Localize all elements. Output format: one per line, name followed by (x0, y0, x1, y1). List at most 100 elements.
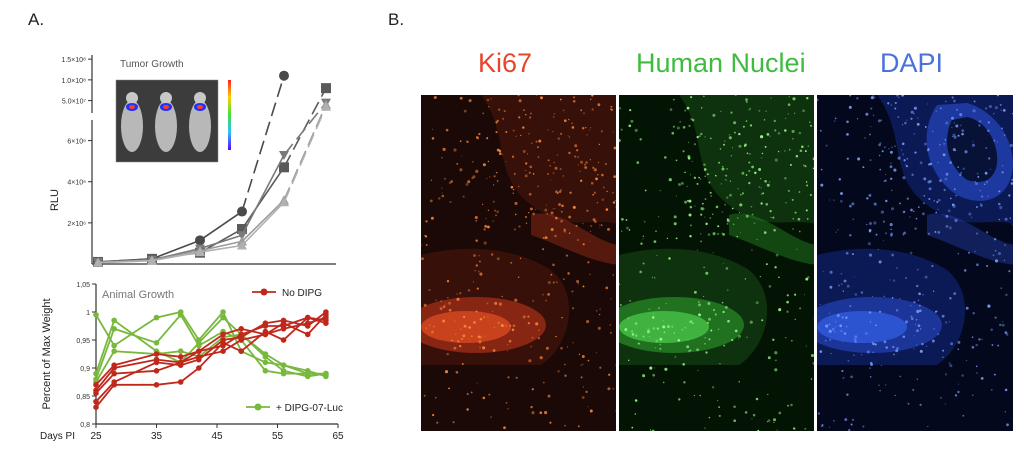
nucleus-dot (702, 202, 704, 205)
nucleus-dot (503, 426, 506, 430)
nucleus-dot (852, 253, 854, 256)
nucleus-dot (424, 326, 428, 330)
nucleus-dot (997, 252, 1002, 256)
no-dipg-series-point (111, 379, 117, 385)
nucleus-dot (563, 229, 567, 233)
nucleus-dot (797, 217, 801, 221)
nucleus-dot (869, 376, 872, 378)
nucleus-dot (707, 233, 711, 236)
nucleus-dot (937, 161, 939, 164)
nucleus-dot (914, 151, 917, 154)
nucleus-dot (1009, 143, 1013, 148)
nucleus-dot (928, 198, 931, 200)
nucleus-dot (924, 142, 927, 146)
nucleus-dot (452, 421, 455, 424)
nucleus-dot (751, 418, 753, 420)
dipg-series-point (280, 368, 287, 374)
nucleus-dot (631, 426, 634, 429)
nucleus-dot (598, 313, 601, 316)
nucleus-dot (765, 110, 767, 112)
nucleus-dot (687, 339, 689, 341)
nucleus-dot (999, 103, 1002, 106)
nucleus-dot (577, 156, 580, 159)
nucleus-dot (836, 313, 840, 318)
nucleus-dot (955, 124, 959, 128)
nucleus-dot (864, 137, 866, 139)
nucleus-dot (583, 112, 585, 114)
nucleus-dot (511, 328, 515, 332)
nucleus-dot (856, 118, 859, 120)
nucleus-dot (1001, 165, 1004, 167)
nucleus-dot (927, 232, 931, 235)
nucleus-dot (812, 167, 814, 170)
nucleus-dot (577, 164, 579, 166)
nucleus-dot (915, 319, 918, 321)
nucleus-dot (686, 185, 688, 187)
nucleus-dot (987, 304, 991, 308)
nucleus-dot (891, 189, 893, 192)
nucleus-dot (621, 218, 624, 221)
nucleus-dot (944, 373, 948, 376)
nucleus-dot (689, 205, 693, 209)
nucleus-dot (495, 131, 498, 134)
nucleus-dot (773, 119, 777, 123)
nucleus-dot (890, 228, 892, 231)
nucleus-dot (880, 210, 884, 214)
nucleus-dot (894, 101, 897, 105)
nucleus-dot (846, 284, 850, 288)
nucleus-dot (860, 353, 863, 356)
nucleus-dot (894, 394, 896, 397)
nucleus-dot (448, 387, 450, 390)
nucleus-dot (468, 337, 470, 339)
nucleus-dot (999, 323, 1002, 327)
nucleus-dot (726, 196, 729, 199)
nucleus-dot (977, 175, 980, 178)
nucleus-dot (821, 424, 824, 426)
nucleus-dot (853, 338, 857, 341)
nucleus-dot (923, 194, 926, 197)
nucleus-dot (482, 346, 486, 350)
nucleus-dot (829, 338, 832, 341)
nucleus-dot (481, 203, 484, 206)
no-dipg-series-point (111, 362, 117, 368)
nucleus-dot (514, 213, 517, 216)
nucleus-dot (828, 312, 831, 315)
nucleus-dot (749, 320, 753, 324)
nucleus-dot (598, 143, 601, 146)
nucleus-dot (872, 351, 874, 353)
nucleus-dot (524, 215, 528, 219)
nucleus-dot (1002, 321, 1004, 323)
nucleus-dot (748, 108, 751, 111)
nucleus-dot (738, 144, 742, 148)
nucleus-dot (436, 421, 439, 424)
nucleus-dot (724, 175, 726, 177)
nucleus-dot (902, 176, 906, 180)
nucleus-dot (577, 283, 579, 285)
nucleus-dot (689, 349, 692, 352)
nucleus-dot (441, 187, 443, 189)
nucleus-dot (706, 321, 709, 324)
nucleus-dot (840, 329, 843, 333)
nucleus-dot (553, 161, 555, 164)
nucleus-dot (750, 206, 753, 208)
nucleus-dot (703, 266, 705, 269)
nucleus-dot (586, 320, 590, 324)
nucleus-dot (693, 394, 696, 397)
nucleus-dot (929, 162, 933, 166)
nucleus-dot (579, 170, 581, 173)
nucleus-dot (532, 212, 535, 216)
nucleus-dot (482, 112, 485, 115)
nucleus-dot (593, 191, 596, 194)
nucleus-dot (542, 248, 545, 251)
nucleus-dot (492, 200, 495, 203)
nucleus-dot (454, 333, 457, 336)
nucleus-dot (769, 181, 771, 183)
nucleus-dot (792, 137, 794, 140)
no-dipg-series-point (280, 337, 287, 343)
nucleus-dot (803, 164, 805, 167)
nucleus-dot (675, 237, 678, 240)
nucleus-dot (917, 324, 921, 328)
nucleus-dot (518, 225, 521, 228)
nucleus-dot (724, 178, 727, 181)
nucleus-dot (879, 168, 881, 171)
